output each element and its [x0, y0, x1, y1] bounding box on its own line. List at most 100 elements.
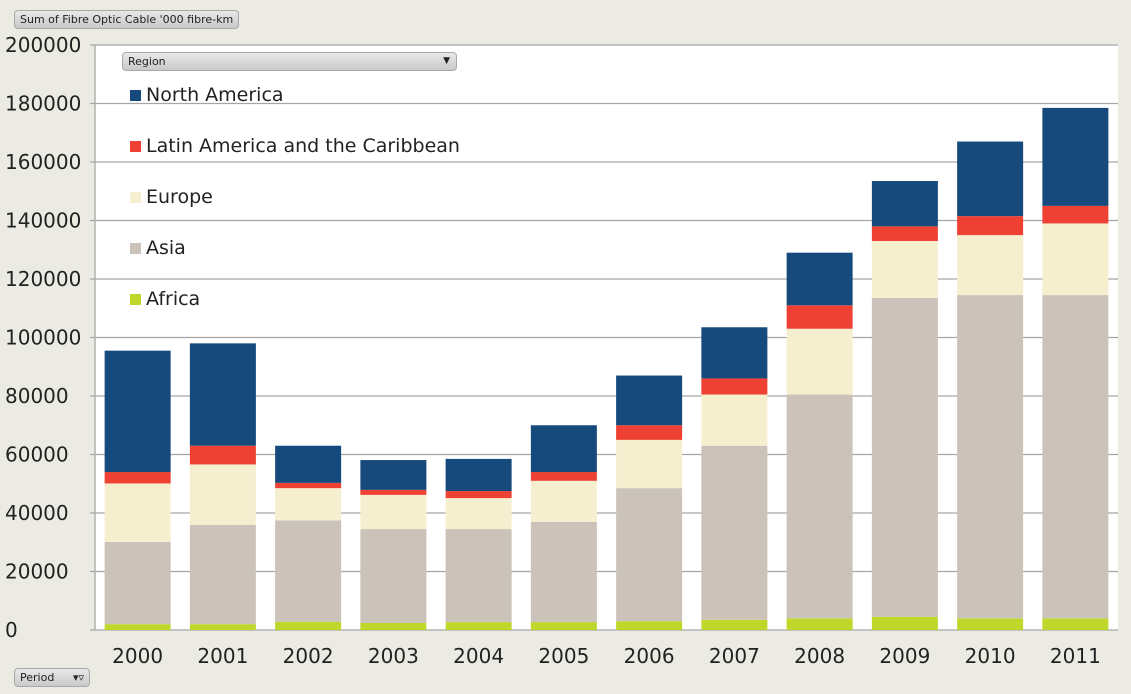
x-tick-label: 2003: [368, 644, 419, 668]
bar-segment-asia-2003: [360, 529, 427, 623]
bar-segment-asia-2008: [786, 394, 853, 619]
y-tick-label: 120000: [5, 267, 81, 291]
y-tick-label: 140000: [5, 209, 81, 233]
bar-segment-asia-2006: [616, 488, 683, 622]
region-filter-label: Region: [128, 55, 166, 68]
bar-segment-north-america-2009: [871, 181, 938, 227]
bar-segment-north-america-2005: [530, 425, 597, 473]
bar-segment-europe-2005: [530, 480, 597, 522]
bar-segment-africa-2010: [957, 618, 1024, 630]
bar-segment-europe-2002: [275, 488, 342, 521]
bar-segment-latin-america-and-the-caribbean-2001: [189, 445, 256, 465]
legend-label: North America: [146, 84, 284, 106]
bar-segment-africa-2000: [104, 624, 171, 630]
bar-segment-europe-2011: [1042, 223, 1109, 296]
legend-label: Europe: [146, 186, 213, 208]
legend-item: Latin America and the Caribbean: [130, 135, 460, 186]
bar-segment-latin-america-and-the-caribbean-2011: [1042, 205, 1109, 224]
x-tick-label: 2001: [197, 644, 248, 668]
bar-segment-europe-2000: [104, 483, 171, 542]
bar-segment-north-america-2006: [616, 375, 683, 426]
bar-segment-north-america-2010: [957, 141, 1024, 217]
legend-swatch: [130, 90, 141, 101]
bar-segment-north-america-2007: [701, 327, 768, 379]
bar-segment-latin-america-and-the-caribbean-2004: [445, 491, 512, 499]
bar-segment-north-america-2008: [786, 252, 853, 306]
bar-segment-latin-america-and-the-caribbean-2010: [957, 216, 1024, 236]
bar-segment-asia-2002: [275, 520, 342, 622]
bar-segment-africa-2005: [530, 622, 597, 630]
legend-swatch: [130, 192, 141, 203]
bar-segment-africa-2003: [360, 622, 427, 630]
y-tick-label: 0: [5, 618, 18, 642]
x-tick-label: 2005: [538, 644, 589, 668]
bar-segment-latin-america-and-the-caribbean-2009: [871, 226, 938, 241]
bar-segment-asia-2005: [530, 521, 597, 623]
legend-label: Asia: [146, 237, 186, 259]
legend-item: North America: [130, 84, 460, 135]
y-tick-label: 160000: [5, 150, 81, 174]
legend-item: Asia: [130, 237, 460, 288]
bar-segment-north-america-2011: [1042, 107, 1109, 206]
bar-segment-latin-america-and-the-caribbean-2005: [530, 472, 597, 481]
y-tick-label: 80000: [5, 384, 69, 408]
bar-segment-europe-2008: [786, 328, 853, 395]
bar-segment-north-america-2001: [189, 343, 256, 446]
bar-segment-asia-2007: [701, 445, 768, 620]
bar-segment-asia-2004: [445, 529, 512, 623]
chevron-down-icon: ▼: [443, 56, 450, 66]
y-tick-label: 40000: [5, 501, 69, 525]
x-tick-label: 2004: [453, 644, 504, 668]
y-tick-label: 200000: [5, 33, 81, 57]
bar-segment-africa-2009: [871, 616, 938, 630]
x-tick-label: 2009: [879, 644, 930, 668]
period-label: Period: [20, 671, 55, 684]
period-field-button[interactable]: Period ▾▿: [14, 668, 90, 687]
legend-swatch: [130, 141, 141, 152]
bar-segment-north-america-2003: [360, 460, 427, 490]
bar-segment-asia-2000: [104, 541, 171, 625]
bar-segment-north-america-2004: [445, 458, 512, 492]
legend: North America Latin America and the Carib…: [130, 84, 460, 339]
legend-label: Latin America and the Caribbean: [146, 135, 460, 157]
bar-segment-latin-america-and-the-caribbean-2002: [275, 482, 342, 489]
x-tick-label: 2007: [709, 644, 760, 668]
y-tick-label: 100000: [5, 326, 81, 350]
bar-segment-north-america-2002: [275, 445, 342, 483]
bar-segment-africa-2006: [616, 621, 683, 630]
bar-segment-asia-2011: [1042, 295, 1109, 619]
legend-item: Africa: [130, 288, 460, 339]
x-tick-label: 2000: [112, 644, 163, 668]
legend-item: Europe: [130, 186, 460, 237]
bar-segment-africa-2001: [189, 624, 256, 630]
bar-segment-latin-america-and-the-caribbean-2007: [701, 378, 768, 395]
x-tick-label: 2008: [794, 644, 845, 668]
bar-segment-africa-2011: [1042, 618, 1109, 630]
bar-segment-latin-america-and-the-caribbean-2000: [104, 472, 171, 484]
bar-segment-asia-2001: [189, 524, 256, 625]
filter-icon: ▾▿: [72, 671, 84, 684]
bar-segment-latin-america-and-the-caribbean-2003: [360, 489, 427, 495]
bar-segment-latin-america-and-the-caribbean-2006: [616, 425, 683, 440]
region-filter-dropdown[interactable]: Region ▼: [122, 52, 457, 71]
x-tick-label: 2006: [624, 644, 675, 668]
bar-segment-asia-2010: [957, 295, 1024, 619]
y-tick-label: 60000: [5, 443, 69, 467]
bar-segment-europe-2006: [616, 439, 683, 489]
bar-segment-north-america-2000: [104, 350, 171, 473]
bar-segment-africa-2004: [445, 622, 512, 630]
y-tick-label: 20000: [5, 560, 69, 584]
x-tick-label: 2002: [283, 644, 334, 668]
bar-segment-latin-america-and-the-caribbean-2008: [786, 305, 853, 329]
bar-segment-africa-2002: [275, 621, 342, 630]
x-tick-label: 2010: [965, 644, 1016, 668]
legend-label: Africa: [146, 288, 201, 310]
bar-segment-africa-2007: [701, 619, 768, 630]
legend-swatch: [130, 243, 141, 254]
bar-segment-europe-2009: [871, 240, 938, 299]
measure-field-button[interactable]: Sum of Fibre Optic Cable '000 fibre-km: [14, 10, 240, 29]
bar-segment-europe-2010: [957, 235, 1024, 296]
bar-segment-europe-2001: [189, 464, 256, 525]
bar-segment-europe-2004: [445, 498, 512, 530]
